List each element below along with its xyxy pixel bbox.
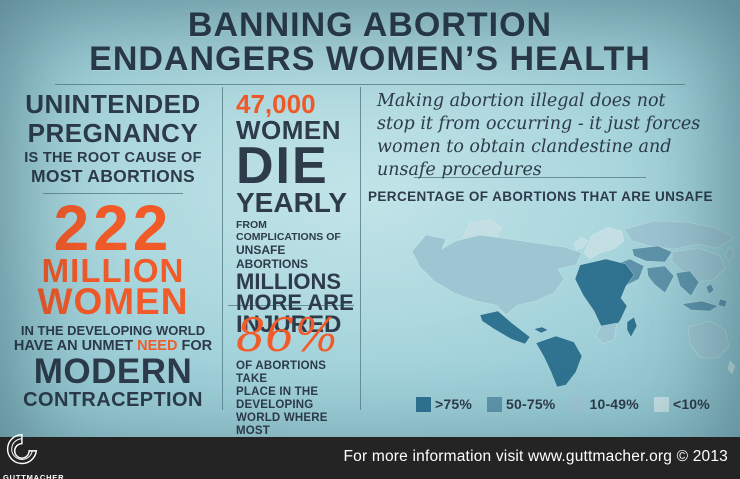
legend-item: >75% bbox=[416, 396, 472, 412]
legend-item: <10% bbox=[653, 396, 710, 412]
region-mexico-central-america bbox=[479, 310, 531, 345]
title-line2: ENDANGERS WOMEN’S HEALTH bbox=[89, 40, 651, 78]
region-central-asia bbox=[631, 245, 673, 263]
quote-line: stop it from occurring - it just forces bbox=[377, 114, 701, 134]
map-heading: PERCENTAGE OF ABORTIONS THAT ARE UNSAFE bbox=[368, 189, 713, 204]
title-line1: BANNING ABORTION bbox=[187, 6, 553, 44]
guttmacher-logo: GUTTMACHER INSTITUTE bbox=[3, 432, 83, 479]
legend-label: 10-49% bbox=[589, 396, 639, 412]
stat-222: 222 bbox=[53, 192, 173, 264]
region-japan bbox=[724, 246, 735, 263]
world-map-svg bbox=[411, 218, 736, 388]
stat-86-detail-line: OF ABORTIONS TAKE bbox=[236, 360, 327, 385]
legend-swatch-lt10 bbox=[653, 396, 669, 412]
section-women-die: 47,000 WOMEN DIE YEARLY FROM COMPLICATIO… bbox=[236, 91, 356, 337]
quote-block: Making abortion illegal does not stop it… bbox=[377, 90, 737, 182]
legend-item: 10-49% bbox=[570, 396, 639, 412]
mid-sub1: FROM COMPLICATIONS OF bbox=[236, 219, 341, 243]
left-detail-need-highlight: NEED bbox=[137, 338, 178, 354]
region-indonesia bbox=[681, 300, 719, 312]
column-divider-left bbox=[222, 87, 223, 410]
stat-86-percent: 86% bbox=[236, 308, 339, 362]
title-divider bbox=[55, 84, 685, 85]
region-south-asia bbox=[646, 265, 675, 294]
region-europe bbox=[583, 226, 625, 260]
legend-label: >75% bbox=[435, 396, 472, 412]
left-heading-line2: PREGNANCY bbox=[27, 118, 199, 148]
stat-47000: 47,000 bbox=[236, 89, 316, 119]
left-detail-post: FOR bbox=[177, 338, 213, 354]
footer-info-text: For more information visit www.guttmache… bbox=[343, 448, 728, 465]
footer-bar: GUTTMACHER INSTITUTE For more informatio… bbox=[0, 433, 740, 479]
mid-yearly: YEARLY bbox=[236, 187, 348, 218]
region-caribbean bbox=[533, 326, 549, 334]
logo-name: GUTTMACHER bbox=[3, 473, 65, 479]
region-north-america bbox=[411, 234, 583, 316]
left-subheading-line2: MOST ABORTIONS bbox=[31, 166, 195, 186]
region-south-america bbox=[535, 335, 583, 388]
stat-86-detail-line: PLACE IN THE DEVELOPING bbox=[236, 386, 319, 411]
region-madagascar bbox=[626, 316, 638, 338]
left-divider bbox=[43, 193, 183, 194]
left-detail-line2: HAVE AN UNMET NEED FOR bbox=[10, 338, 216, 355]
mid-sub2: UNSAFE ABORTIONS bbox=[236, 243, 308, 271]
region-southeast-asia bbox=[675, 270, 700, 297]
legend-item: 50-75% bbox=[487, 396, 555, 412]
region-australia bbox=[687, 320, 730, 359]
left-subheading-line1: IS THE ROOT CAUSE OF bbox=[24, 150, 202, 166]
region-russia bbox=[623, 220, 735, 250]
stat-86-detail-line: WORLD WHERE MOST bbox=[236, 412, 328, 437]
stat-million: MILLION bbox=[41, 252, 185, 289]
page-title: BANNING ABORTION ENDANGERS WOMEN’S HEALT… bbox=[0, 8, 740, 76]
legend-swatch-10-49 bbox=[570, 396, 586, 412]
world-map bbox=[368, 209, 738, 389]
region-africa bbox=[574, 258, 635, 332]
quote-line: unsafe procedures bbox=[377, 160, 542, 180]
mid-more-are: MORE ARE bbox=[236, 290, 354, 315]
middle-column-divider bbox=[228, 305, 354, 306]
left-detail-pre: HAVE AN UNMET bbox=[13, 338, 138, 354]
quote-line: Making abortion illegal does not bbox=[377, 91, 666, 111]
region-new-zealand bbox=[727, 360, 736, 375]
region-southern-africa bbox=[595, 322, 618, 345]
quote-line: women to obtain clandestine and bbox=[377, 137, 672, 157]
region-philippines bbox=[705, 283, 715, 295]
mid-die: DIE bbox=[236, 137, 329, 195]
mid-women: WOMEN bbox=[236, 115, 342, 145]
legend-label: <10% bbox=[672, 396, 710, 412]
mid-millions: MILLIONS bbox=[236, 269, 342, 294]
mid-injured: INJURED bbox=[236, 311, 342, 338]
stat-modern: MODERN bbox=[33, 352, 193, 391]
map-legend: >75% 50-75% 10-49% <10% bbox=[416, 396, 710, 412]
column-divider-right bbox=[360, 87, 361, 410]
left-detail-line1: IN THE DEVELOPING WORLD bbox=[20, 323, 206, 338]
guttmacher-swirl-icon bbox=[6, 433, 38, 465]
quote-divider bbox=[414, 177, 646, 178]
region-uk bbox=[573, 236, 589, 251]
left-heading-line1: UNINTENDED bbox=[25, 89, 201, 119]
legend-swatch-gt75 bbox=[416, 396, 431, 412]
stat-women: WOMEN bbox=[37, 281, 189, 322]
legend-label: 50-75% bbox=[506, 396, 556, 412]
region-new-guinea bbox=[717, 298, 728, 308]
stat-contraception: CONTRACEPTION bbox=[23, 389, 203, 411]
legend-swatch-50-75 bbox=[487, 396, 502, 412]
section-unintended-pregnancy: UNINTENDED PREGNANCY IS THE ROOT CAUSE O… bbox=[10, 89, 216, 412]
